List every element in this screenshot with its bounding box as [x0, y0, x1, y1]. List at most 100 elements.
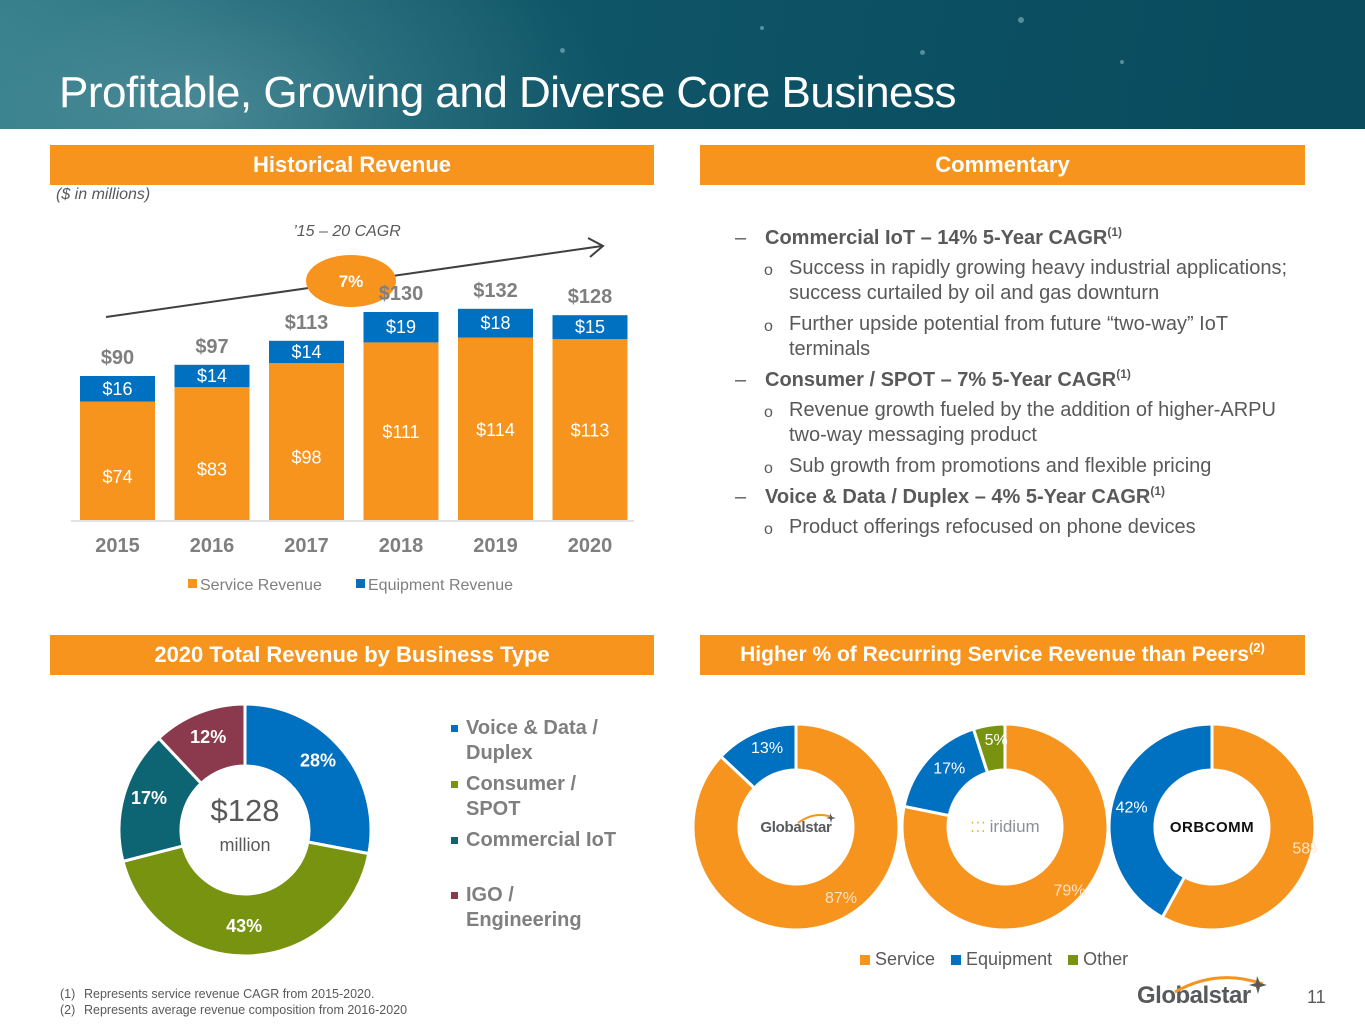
commentary-heading-text: Voice & Data / Duplex – 4% 5-Year CAGR — [765, 486, 1151, 508]
donut-slice-equipment — [718, 722, 798, 791]
commentary-list: – Commercial IoT – 14% 5-Year CAGR(1) o Suc… — [735, 226, 1295, 546]
donut-slice-equipment — [1107, 722, 1214, 920]
historical-revenue-chart: ’15 – 20 CAGR 7% $74 $16 $90 2015 $83 $14 $97 2… — [71, 223, 634, 594]
decorative-dot — [1120, 60, 1124, 64]
business-slices: 28% 43% 17% 12% — [117, 702, 373, 958]
legend-label: Service — [875, 949, 936, 969]
legend-item: Service — [858, 949, 935, 970]
business-type-donut: 28% 43% 17% 12% $128 million — [117, 702, 373, 958]
legend-label: Equipment — [966, 949, 1053, 969]
service-value-label: $113 — [571, 421, 610, 441]
equipment-value-label: $14 — [197, 366, 227, 386]
footnote-number: (1) — [60, 987, 76, 1001]
donut-slice-label: 42% — [1116, 799, 1148, 816]
cagr-value: 7% — [339, 272, 364, 291]
circle-bullet-icon: o — [764, 460, 773, 477]
commentary-bullet-text: Further upside potential from future “tw… — [789, 313, 1228, 360]
globalstar-swoosh-icon — [1174, 976, 1267, 994]
legend-item: Commercial IoT — [450, 828, 616, 853]
legend-swatch — [188, 579, 197, 588]
circle-bullet-icon: o — [764, 404, 773, 421]
donut-slice-label: 5% — [985, 732, 1008, 749]
donut-center-unit: million — [219, 835, 270, 855]
x-tick-label: 2020 — [568, 535, 613, 557]
service-value-label: $83 — [197, 460, 227, 480]
service-value-label: $74 — [102, 467, 132, 487]
bar-legend: Service Revenue Equipment Revenue — [188, 577, 513, 594]
donut-slice-label: 12% — [190, 727, 226, 747]
circle-bullet-icon: o — [764, 318, 773, 335]
legend-item: Voice & Data / Duplex — [450, 716, 616, 766]
commentary-bullet-text: Sub growth from promotions and flexible … — [789, 455, 1212, 477]
title-banner: Profitable, Growing and Diverse Core Bus… — [0, 0, 1365, 129]
donut-slice-service — [900, 722, 1110, 932]
bar-service-2017 — [269, 363, 344, 520]
legend-swatch — [451, 892, 458, 899]
x-tick-label: 2018 — [379, 535, 424, 557]
commentary-bullet: o Sub growth from promotions and flexible… — [735, 454, 1295, 479]
globalstar-logo: Globalstar — [760, 812, 837, 836]
commentary-heading-text: Commercial IoT – 14% 5-Year CAGR — [765, 227, 1108, 249]
legend-swatch — [356, 579, 365, 588]
donut-slice-label: 87% — [825, 890, 857, 907]
legend-label: Voice & Data / — [466, 717, 598, 739]
footnote-ref: (1) — [1150, 484, 1165, 498]
donut-center-value: $128 — [211, 793, 280, 828]
footnote: (2) Represents average revenue compositio… — [60, 1002, 407, 1018]
equipment-value-label: $19 — [386, 317, 416, 337]
slide-title: Profitable, Growing and Diverse Core Bus… — [59, 68, 957, 117]
donut-slice-label: 28% — [300, 750, 336, 770]
total-value-label: $113 — [285, 312, 328, 334]
donut-slice-service — [691, 722, 901, 932]
x-tick-label: 2019 — [473, 535, 518, 557]
x-tick-label: 2017 — [284, 535, 329, 557]
units-note: ($ in millions) — [56, 186, 151, 203]
bar-service-2018 — [363, 342, 439, 520]
commentary-heading: – Consumer / SPOT – 7% 5-Year CAGR(1) — [735, 368, 1295, 392]
donut-slice-label: 58% — [1292, 841, 1317, 858]
legend-label: Duplex — [466, 742, 533, 764]
equipment-value-label: $18 — [480, 313, 510, 333]
bar-service-2015 — [80, 401, 155, 520]
legend-item: Equipment — [949, 949, 1052, 970]
legend-swatch — [451, 725, 458, 732]
legend-swatch — [951, 955, 962, 965]
legend-label: Commercial IoT — [466, 829, 617, 851]
total-value-label: $90 — [101, 347, 134, 369]
peer-donut-globalstar: 87% 13% Globalstar — [691, 722, 901, 932]
equipment-value-label: $14 — [291, 342, 321, 362]
bar-equipment-2017 — [269, 340, 344, 364]
peer-donut-svg: 58% 42% — [1107, 722, 1324, 932]
footnote-ref: (1) — [1116, 367, 1131, 381]
donut-slice-igo-engineering — [156, 702, 247, 786]
peer-donut-orbcomm: 58% 42% ORBCOMM — [1107, 722, 1324, 932]
bar-service-2020 — [552, 339, 628, 520]
legend-item: Other — [1066, 949, 1128, 970]
iridium-logo: ⁚⁚⁚ iridium — [970, 817, 1040, 836]
service-value-label: $98 — [291, 448, 321, 468]
legend-item: Consumer / SPOT — [450, 772, 616, 822]
legend-label: Service Revenue — [200, 577, 322, 594]
peers-header: Higher % of Recurring Service Revenue th… — [700, 635, 1305, 675]
peer-legend: Service Equipment Other — [858, 949, 1128, 970]
bar-equipment-2020 — [552, 315, 628, 340]
cagr-label: ’15 – 20 CAGR — [293, 223, 401, 240]
footnote-text: Represents average revenue composition f… — [84, 1003, 408, 1017]
peers-header-footnote: (2) — [1248, 640, 1265, 655]
total-value-label: $128 — [568, 286, 613, 308]
bar-equipment-2016 — [174, 364, 250, 388]
bar-equipment-2018 — [363, 312, 439, 343]
legend-label: IGO / — [466, 884, 514, 906]
commentary-bullet-text: Success in rapidly growing heavy industr… — [789, 257, 1288, 304]
donut-slice-service — [1160, 722, 1317, 932]
commentary-heading-text: Consumer / SPOT – 7% 5-Year CAGR — [765, 369, 1117, 391]
peer-donut-svg: 87% 13% — [691, 722, 901, 932]
legend-label: Engineering — [466, 909, 582, 931]
circle-bullet-icon: o — [764, 521, 773, 538]
commentary-heading: – Voice & Data / Duplex – 4% 5-Year CAGR(… — [735, 485, 1295, 509]
legend-swatch — [451, 837, 458, 844]
business-type-legend: Voice & Data / Duplex Consumer / SPOT Commer… — [450, 716, 616, 933]
page-number: 11 — [1307, 987, 1326, 1007]
globe-background — [0, 0, 620, 129]
commentary-bullet: o Further upside potential from future “t… — [735, 312, 1295, 362]
